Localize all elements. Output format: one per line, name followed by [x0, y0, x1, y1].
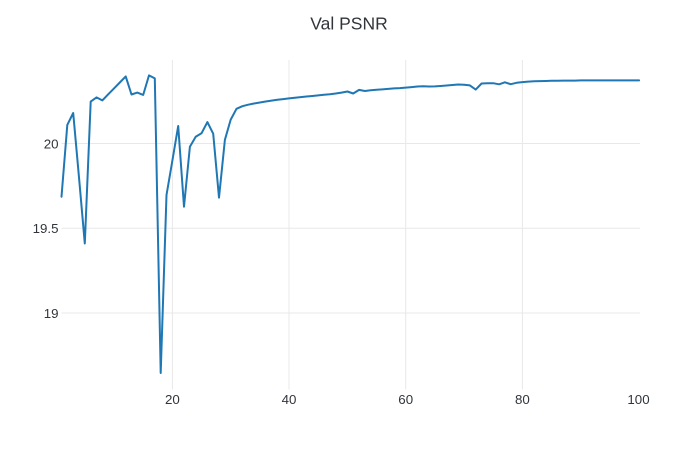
svg-text:20: 20	[44, 136, 59, 151]
svg-text:19: 19	[44, 306, 59, 321]
svg-text:80: 80	[515, 392, 530, 407]
svg-text:20: 20	[165, 392, 180, 407]
svg-text:100: 100	[627, 392, 649, 407]
svg-text:Val PSNR: Val PSNR	[310, 14, 387, 34]
svg-text:60: 60	[398, 392, 413, 407]
svg-text:19.5: 19.5	[33, 221, 59, 236]
svg-text:40: 40	[282, 392, 297, 407]
